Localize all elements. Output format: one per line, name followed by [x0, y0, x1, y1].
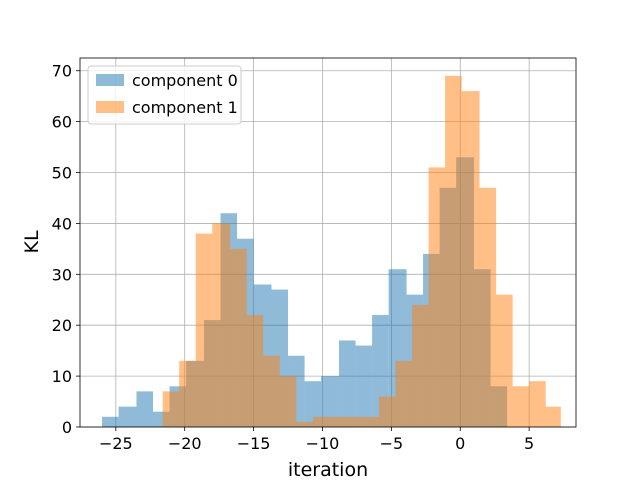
histogram-bar: [263, 355, 280, 427]
y-tick-label: 50: [52, 164, 72, 183]
histogram-bar: [102, 416, 119, 427]
histogram-bar: [529, 381, 546, 427]
x-tick-label: −15: [237, 434, 271, 453]
histogram-bar: [479, 187, 497, 427]
legend-swatch: [96, 101, 124, 113]
series-1-bars: [162, 75, 561, 428]
y-tick-label: 40: [52, 214, 72, 233]
histogram-bar: [195, 233, 213, 427]
histogram-bar: [321, 376, 340, 427]
legend-frame: [87, 65, 242, 125]
x-tick-label: −5: [380, 434, 404, 453]
histogram-bar: [512, 386, 530, 427]
histogram-bar: [461, 91, 480, 427]
histogram-bar: [279, 376, 297, 427]
histogram-bar: [412, 304, 429, 427]
histogram-bar: [179, 360, 196, 427]
histogram-bar: [496, 294, 513, 427]
legend-label: component 0: [132, 71, 238, 90]
y-tick-label: 20: [52, 316, 72, 335]
histogram-bar: [545, 406, 561, 427]
plot-frame: [79, 57, 577, 428]
histogram-bar: [329, 416, 346, 427]
legend-label: component 1: [132, 98, 238, 117]
histogram-bar: [212, 223, 231, 427]
y-tick-label: 10: [52, 367, 72, 386]
histogram-bars: [102, 75, 561, 428]
histogram-bar: [378, 396, 396, 427]
histogram-bar: [136, 391, 154, 427]
y-tick-label: 60: [52, 113, 72, 132]
x-axis-label: iteration: [288, 459, 368, 480]
histogram-bar: [428, 167, 446, 427]
histogram-bar: [339, 340, 356, 427]
histogram-bar: [304, 381, 322, 427]
histogram-bar: [345, 416, 363, 427]
y-axis-label: KL: [21, 230, 43, 253]
x-tick-label: 0: [455, 434, 465, 453]
histogram-bar: [312, 416, 330, 427]
histogram-bar: [230, 248, 247, 427]
histogram-bar: [118, 406, 137, 427]
histogram-bar: [395, 360, 413, 427]
x-tick-label: −10: [306, 434, 340, 453]
x-tick-label: 5: [524, 434, 534, 453]
histogram-bar: [246, 315, 264, 427]
y-tick-label: 70: [52, 62, 72, 81]
y-tick-label: 0: [62, 418, 72, 437]
histogram-bar: [355, 345, 373, 427]
histogram-bar: [445, 75, 462, 428]
legend: component 0 component 1: [87, 65, 242, 125]
histogram-bar: [296, 421, 313, 427]
legend-swatch: [96, 74, 124, 86]
histogram-bar: [162, 391, 180, 427]
x-tick-label: −25: [99, 434, 133, 453]
x-tick-label: −20: [168, 434, 202, 453]
y-tick-label: 30: [52, 265, 72, 284]
histogram-bar: [362, 416, 379, 427]
